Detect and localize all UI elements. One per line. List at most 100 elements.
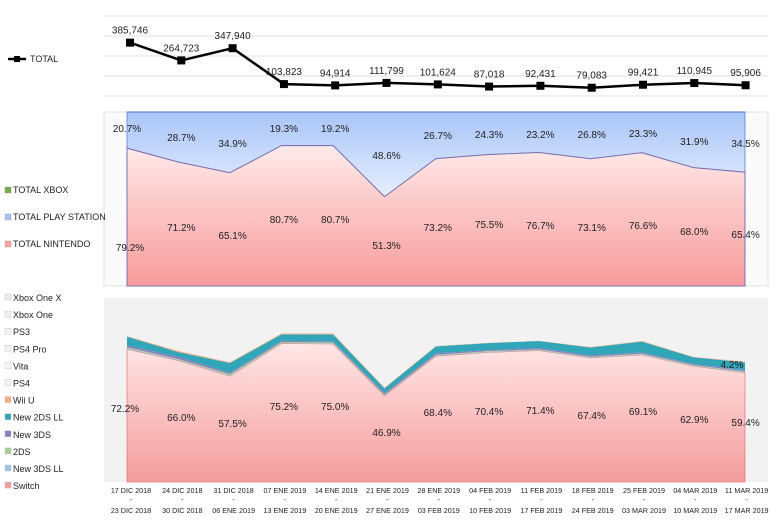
- detail-legend-label: Xbox One X: [13, 293, 62, 303]
- total-data-label: 95,906: [730, 68, 761, 79]
- x-tick-label-start: 21 ENE 2019: [366, 486, 409, 495]
- x-tick-label-end: 06 ENE 2019: [212, 506, 255, 515]
- x-tick-label-start: 24 DIC 2018: [162, 486, 202, 495]
- x-tick-dash: -: [335, 495, 338, 504]
- total-data-label: 103,823: [266, 67, 303, 78]
- x-tick-label-end: 03 FEB 2019: [418, 506, 460, 515]
- playstation-data-label: 20.7%: [113, 124, 141, 135]
- x-tick-dash: -: [694, 495, 697, 504]
- x-tick-dash: -: [745, 495, 748, 504]
- playstation-data-label: 48.6%: [372, 151, 400, 162]
- detail-legend-swatch: [4, 447, 12, 455]
- playstation-data-label: 24.3%: [475, 130, 503, 141]
- nintendo-data-label: 76.7%: [526, 221, 554, 232]
- detail-legend-swatch: [4, 464, 12, 472]
- switch-data-label: 69.1%: [629, 407, 657, 418]
- detail-area-new-2ds-ll: [127, 334, 745, 394]
- x-tick-label-start: 14 ENE 2019: [315, 486, 358, 495]
- x-tick-dash: -: [591, 495, 594, 504]
- new-2ds-ll-data-label: 4.2%: [721, 360, 744, 371]
- nintendo-area: [126, 145, 746, 287]
- share-legend-label: TOTAL PLAY STATION: [13, 212, 106, 222]
- x-tick-label-end: 23 DIC 2018: [111, 506, 151, 515]
- switch-data-label: 75.2%: [270, 402, 298, 413]
- x-tick-label-end: 20 ENE 2019: [315, 506, 358, 515]
- total-point: [433, 80, 442, 89]
- playstation-data-label: 23.3%: [629, 129, 657, 140]
- total-data-label: 110,945: [677, 66, 713, 77]
- detail-legend-label: PS4: [13, 379, 30, 389]
- total-data-label: 111,799: [369, 66, 404, 77]
- total-data-label: 99,421: [628, 68, 659, 79]
- x-tick-label-end: 10 MAR 2019: [673, 506, 717, 515]
- total-data-label: 94,914: [320, 68, 351, 79]
- x-tick-dash: -: [540, 495, 543, 504]
- detail-legend-swatch: [4, 310, 12, 318]
- nintendo-data-label: 80.7%: [321, 215, 349, 226]
- total-point: [177, 56, 186, 65]
- share-legend-label: TOTAL XBOX: [13, 185, 68, 195]
- switch-data-label: 72.2%: [111, 404, 139, 415]
- x-tick-label-end: 13 ENE 2019: [264, 506, 307, 515]
- x-tick-label-start: 07 ENE 2019: [264, 486, 307, 495]
- detail-legend-label: PS4 Pro: [13, 344, 47, 354]
- detail-legend-label: PS3: [13, 327, 30, 337]
- total-legend-marker: [14, 56, 20, 62]
- total-point: [639, 80, 647, 89]
- x-tick-dash: -: [489, 495, 492, 504]
- playstation-data-label: 31.9%: [680, 137, 708, 148]
- detail-legend-swatch: [4, 481, 12, 489]
- detail-legend-swatch: [4, 293, 12, 301]
- x-tick-dash: -: [438, 495, 441, 504]
- detail-legend-label: Vita: [13, 361, 28, 371]
- x-tick-label-start: 25 FEB 2019: [623, 486, 665, 495]
- x-tick-label-end: 27 ENE 2019: [366, 506, 409, 515]
- x-tick-label-end: 03 MAR 2019: [622, 506, 666, 515]
- total-point: [382, 78, 391, 87]
- share-legend-swatch: [4, 240, 12, 248]
- detail-legend-swatch: [4, 345, 12, 352]
- share-legend-swatch: [4, 213, 12, 221]
- total-point: [279, 80, 288, 89]
- switch-data-label: 66.0%: [167, 413, 195, 424]
- total-point: [485, 82, 494, 91]
- x-tick-label-start: 11 FEB 2019: [521, 486, 562, 495]
- total-data-label: 87,018: [474, 70, 505, 81]
- x-tick-label-end: 17 MAR 2019: [725, 506, 769, 515]
- nintendo-data-label: 80.7%: [270, 215, 298, 226]
- x-tick-dash: -: [643, 495, 646, 504]
- total-point: [126, 38, 134, 47]
- detail-legend-swatch: [4, 413, 12, 420]
- playstation-data-label: 28.7%: [167, 133, 195, 144]
- total-point: [536, 81, 545, 90]
- x-tick-label-end: 10 FEB 2019: [469, 506, 511, 515]
- nintendo-data-label: 76.6%: [629, 221, 657, 232]
- detail-legend-label: New 2DS LL: [13, 413, 64, 423]
- detail-legend-label: 2DS: [13, 447, 31, 457]
- nintendo-data-label: 79.2%: [116, 243, 144, 254]
- nintendo-data-label: 73.2%: [424, 223, 452, 234]
- nintendo-data-label: 75.5%: [475, 220, 503, 231]
- nintendo-data-label: 71.2%: [167, 223, 195, 234]
- total-data-label: 101,624: [420, 67, 457, 78]
- x-tick-dash: -: [130, 495, 133, 504]
- detail-legend-swatch: [4, 379, 12, 386]
- x-tick-label-start: 18 FEB 2019: [572, 486, 614, 495]
- nintendo-data-label: 65.1%: [218, 231, 246, 242]
- x-tick-dash: -: [232, 495, 235, 504]
- switch-data-label: 62.9%: [680, 415, 708, 426]
- detail-legend-label: Switch: [13, 481, 40, 491]
- share-legend-label: TOTAL NINTENDO: [13, 239, 90, 249]
- total-data-label: 347,940: [215, 31, 252, 42]
- total-data-label: 92,431: [525, 69, 556, 80]
- x-tick-label-end: 30 DIC 2018: [162, 506, 202, 515]
- total-point: [587, 83, 596, 92]
- playstation-data-label: 34.5%: [731, 139, 759, 150]
- x-tick-label-start: 28 ENE 2019: [417, 486, 460, 495]
- x-tick-label-start: 11 MAR 2019: [725, 486, 768, 495]
- switch-data-label: 75.0%: [321, 402, 349, 413]
- share-legend-swatch: [4, 186, 12, 194]
- switch-data-label: 59.4%: [731, 418, 759, 429]
- switch-data-label: 70.4%: [475, 407, 503, 418]
